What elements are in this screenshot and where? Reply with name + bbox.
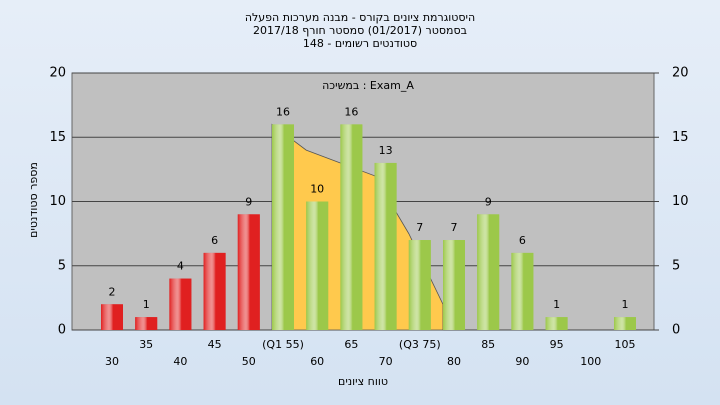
x-tick-label: 85 — [481, 338, 495, 351]
x-tick-label: 100 — [580, 355, 601, 368]
bar — [340, 124, 363, 331]
x-tick-label: 65 — [344, 338, 358, 351]
x-tick-label: 60 — [310, 355, 324, 368]
x-tick-label: 45 — [208, 338, 222, 351]
value-label: 1 — [143, 298, 150, 311]
value-label: 4 — [177, 260, 184, 273]
bar — [237, 214, 260, 330]
value-label: 1 — [622, 298, 629, 311]
bar — [614, 317, 636, 330]
y-tick-label: 0 — [58, 323, 66, 338]
value-label: 16 — [276, 105, 290, 118]
bar — [101, 304, 123, 330]
value-label: 1 — [553, 298, 560, 311]
chart-subtitle: סטודנטים רשומים - 148 — [303, 37, 417, 50]
value-label: 9 — [245, 195, 252, 208]
chart-title: היסטוגרמת ציונים בקורס - מבנה מערכות הפע… — [245, 11, 475, 24]
bar — [443, 240, 465, 330]
x-tick-label: 50 — [242, 355, 256, 368]
bar — [135, 317, 158, 330]
y2-tick-label: 0 — [672, 323, 680, 338]
x-axis-label: טווח ציונים — [338, 375, 388, 388]
x-tick-label: 30 — [105, 355, 119, 368]
bar — [511, 252, 534, 330]
bar — [477, 214, 500, 330]
x-tick-label: 35 — [139, 338, 153, 351]
annotation: במשיכה : Exam_A — [322, 79, 414, 92]
y-tick-label: 10 — [49, 194, 66, 209]
y2-tick-label: 20 — [672, 66, 689, 81]
value-label: 13 — [379, 144, 393, 157]
bar — [408, 240, 431, 330]
value-label: 2 — [109, 285, 116, 298]
y-tick-label: 20 — [49, 66, 66, 81]
bar — [306, 201, 329, 330]
value-label: 9 — [485, 195, 492, 208]
x-tick-label: 80 — [447, 355, 461, 368]
bar — [374, 162, 397, 330]
value-label: 7 — [451, 221, 458, 234]
bar — [545, 317, 568, 330]
y2-tick-label: 10 — [672, 194, 689, 209]
value-label: 7 — [416, 221, 423, 234]
value-label: 16 — [344, 105, 358, 118]
x-tick-label: 105 — [615, 338, 636, 351]
chart-subtitle: בסמסטר (01/2017) סמסטר חורף 2017/18 — [253, 24, 467, 37]
x-tick-label: (Q1 55) — [262, 338, 304, 351]
y2-tick-label: 5 — [672, 258, 680, 273]
bar — [272, 124, 294, 331]
x-tick-label: 70 — [379, 355, 393, 368]
y-tick-label: 5 — [58, 258, 66, 273]
bar — [169, 278, 192, 330]
value-label: 6 — [211, 234, 218, 247]
y2-tick-label: 15 — [672, 130, 689, 145]
y-tick-label: 15 — [49, 130, 66, 145]
bar — [203, 252, 226, 330]
x-tick-label: 95 — [550, 338, 564, 351]
x-tick-label: 40 — [173, 355, 187, 368]
value-label: 6 — [519, 234, 526, 247]
value-label: 10 — [310, 183, 324, 196]
x-tick-label: (Q3 75) — [399, 338, 441, 351]
y-axis-label: מספר סטודנטים — [27, 162, 40, 238]
x-tick-label: 90 — [515, 355, 529, 368]
